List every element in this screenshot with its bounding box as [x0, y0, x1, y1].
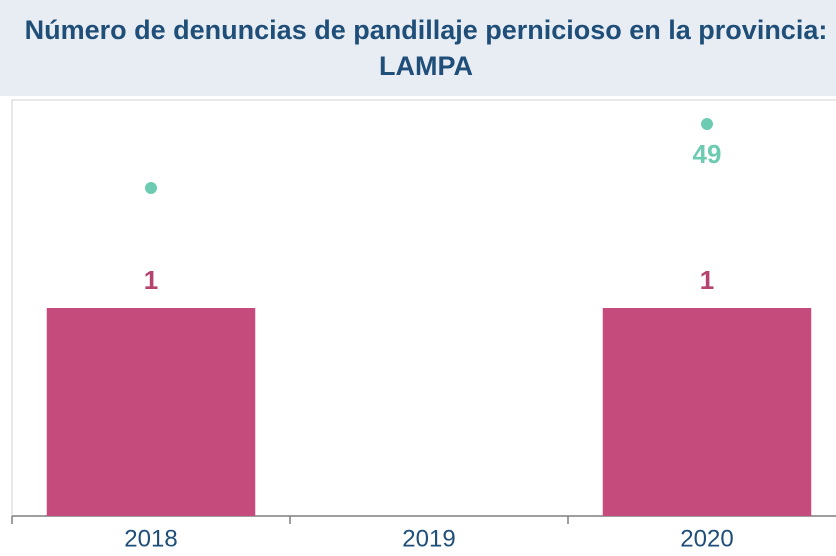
bar	[46, 308, 256, 516]
x-tick-label: 2018	[124, 525, 177, 552]
dot-label: 49	[693, 139, 722, 169]
x-tick-label: 2019	[402, 525, 455, 552]
x-tick-label: 2020	[680, 525, 733, 552]
bar-label: 1	[144, 265, 158, 295]
dot	[145, 182, 157, 194]
dot	[701, 118, 713, 130]
bar	[602, 308, 812, 516]
bar-label: 1	[700, 265, 714, 295]
chart-title: Número de denuncias de pandillaje pernic…	[0, 0, 836, 96]
